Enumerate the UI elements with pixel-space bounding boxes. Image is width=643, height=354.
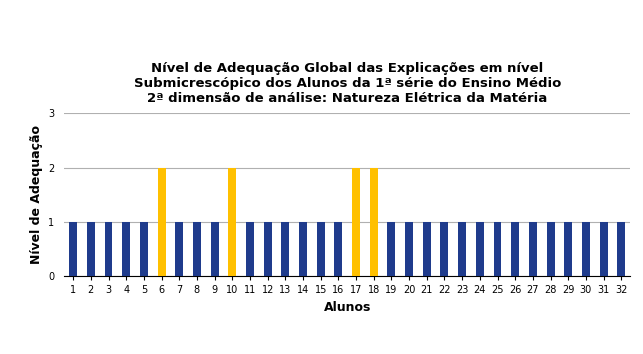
Bar: [122, 222, 130, 276]
Bar: [370, 167, 377, 276]
Bar: [105, 222, 113, 276]
Bar: [388, 222, 395, 276]
Bar: [158, 167, 165, 276]
Bar: [352, 167, 360, 276]
Bar: [440, 222, 448, 276]
Bar: [547, 222, 554, 276]
Bar: [140, 222, 148, 276]
Bar: [334, 222, 342, 276]
Title: Nível de Adequação Global das Explicações em nível
Submicrescópico dos Alunos da: Nível de Adequação Global das Explicaçõe…: [134, 62, 561, 105]
Bar: [282, 222, 289, 276]
Bar: [299, 222, 307, 276]
Bar: [211, 222, 219, 276]
Bar: [405, 222, 413, 276]
Bar: [193, 222, 201, 276]
Bar: [246, 222, 254, 276]
Bar: [87, 222, 95, 276]
Bar: [176, 222, 183, 276]
Bar: [317, 222, 325, 276]
Bar: [494, 222, 502, 276]
X-axis label: Alunos: Alunos: [323, 301, 371, 314]
Y-axis label: Nível de Adequação: Nível de Adequação: [30, 125, 43, 264]
Bar: [423, 222, 431, 276]
Bar: [529, 222, 537, 276]
Bar: [228, 167, 236, 276]
Bar: [264, 222, 271, 276]
Bar: [511, 222, 519, 276]
Bar: [69, 222, 77, 276]
Bar: [617, 222, 625, 276]
Bar: [458, 222, 466, 276]
Bar: [565, 222, 572, 276]
Bar: [476, 222, 484, 276]
Bar: [600, 222, 608, 276]
Bar: [582, 222, 590, 276]
